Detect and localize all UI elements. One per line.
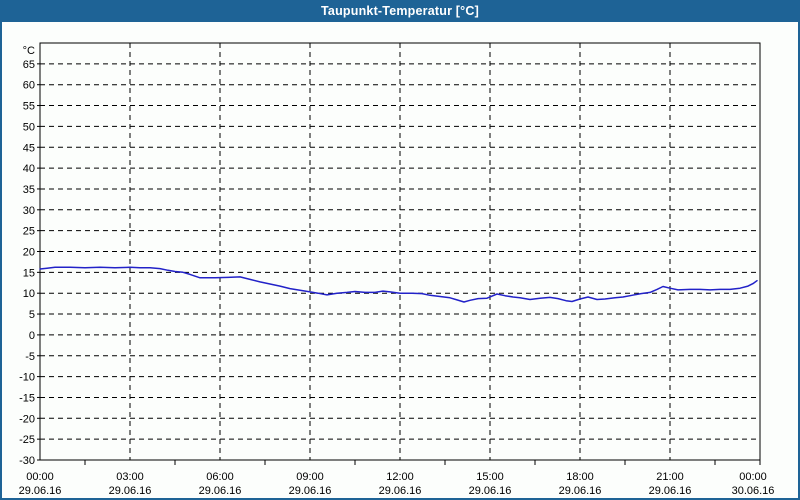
chart-area: -30 -25 -20 -15 -10 -5 0 5 10 15 20 25 30 35 40 45 50 55 6… (2, 22, 798, 498)
svg-text:55: 55 (23, 101, 35, 113)
svg-text:-15: -15 (19, 392, 35, 404)
svg-text:29.06.16: 29.06.16 (649, 485, 692, 497)
svg-text:40: 40 (23, 163, 35, 175)
y-axis-labels: -30 -25 -20 -15 -10 -5 0 5 10 15 20 25 30 35 40 45 50 55 6… (19, 45, 40, 467)
svg-text:-10: -10 (19, 372, 35, 384)
svg-text:15: 15 (23, 267, 35, 279)
svg-text:0: 0 (29, 330, 35, 342)
svg-text:29.06.16: 29.06.16 (559, 485, 602, 497)
svg-text:50: 50 (23, 121, 35, 133)
x-gridlines (129, 43, 671, 460)
svg-text:25: 25 (23, 226, 35, 238)
window-titlebar[interactable]: Taupunkt-Temperatur [°C] (2, 0, 798, 22)
svg-text:03:00: 03:00 (116, 471, 144, 483)
svg-text:00:00: 00:00 (26, 471, 54, 483)
series-line (39, 266, 758, 303)
svg-text:30.06.16: 30.06.16 (732, 485, 775, 497)
svg-text:06:00: 06:00 (206, 471, 234, 483)
svg-text:21:00: 21:00 (656, 471, 684, 483)
svg-text:29.06.16: 29.06.16 (199, 485, 242, 497)
svg-text:60: 60 (23, 80, 35, 92)
svg-text:-5: -5 (25, 351, 35, 363)
temperature-line-chart: -30 -25 -20 -15 -10 -5 0 5 10 15 20 25 30 35 40 45 50 55 6… (19, 42, 775, 497)
series-Taupunkt-Temperatur (39, 266, 758, 303)
svg-text:10: 10 (23, 288, 35, 300)
svg-text:29.06.16: 29.06.16 (289, 485, 332, 497)
svg-text:29.06.16: 29.06.16 (19, 485, 62, 497)
svg-text:-25: -25 (19, 434, 35, 446)
svg-text:29.06.16: 29.06.16 (109, 485, 152, 497)
svg-text:35: 35 (23, 184, 35, 196)
svg-text:20: 20 (23, 247, 35, 259)
svg-text:15:00: 15:00 (476, 471, 504, 483)
svg-text:00:00: 00:00 (739, 471, 767, 483)
svg-text:°C: °C (23, 45, 35, 57)
svg-text:-20: -20 (19, 413, 35, 425)
svg-text:-30: -30 (19, 455, 35, 467)
x-axis-ticks (84, 460, 761, 465)
window-title: Taupunkt-Temperatur [°C] (321, 4, 479, 18)
svg-text:30: 30 (23, 205, 35, 217)
svg-text:18:00: 18:00 (566, 471, 594, 483)
svg-text:09:00: 09:00 (296, 471, 324, 483)
svg-text:65: 65 (23, 59, 35, 71)
svg-text:12:00: 12:00 (386, 471, 414, 483)
svg-text:45: 45 (23, 142, 35, 154)
svg-text:5: 5 (29, 309, 35, 321)
x-axis-labels: 00:00 29.06.16 03:00 29.06.16 06:00 29.06.16 0… (19, 471, 775, 497)
svg-text:29.06.16: 29.06.16 (469, 485, 512, 497)
svg-text:29.06.16: 29.06.16 (379, 485, 422, 497)
